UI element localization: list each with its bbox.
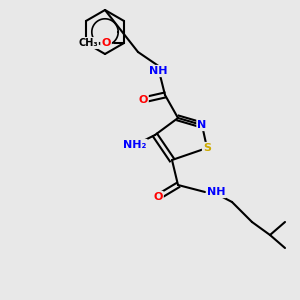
Text: NH₂: NH₂ — [123, 140, 147, 150]
Text: NH: NH — [149, 66, 167, 76]
Text: S: S — [203, 143, 211, 153]
Text: O: O — [153, 192, 163, 202]
Text: N: N — [197, 120, 207, 130]
Text: O: O — [138, 95, 148, 105]
Text: NH: NH — [207, 187, 226, 197]
Text: CH₃: CH₃ — [78, 38, 98, 48]
Text: O: O — [101, 38, 111, 48]
